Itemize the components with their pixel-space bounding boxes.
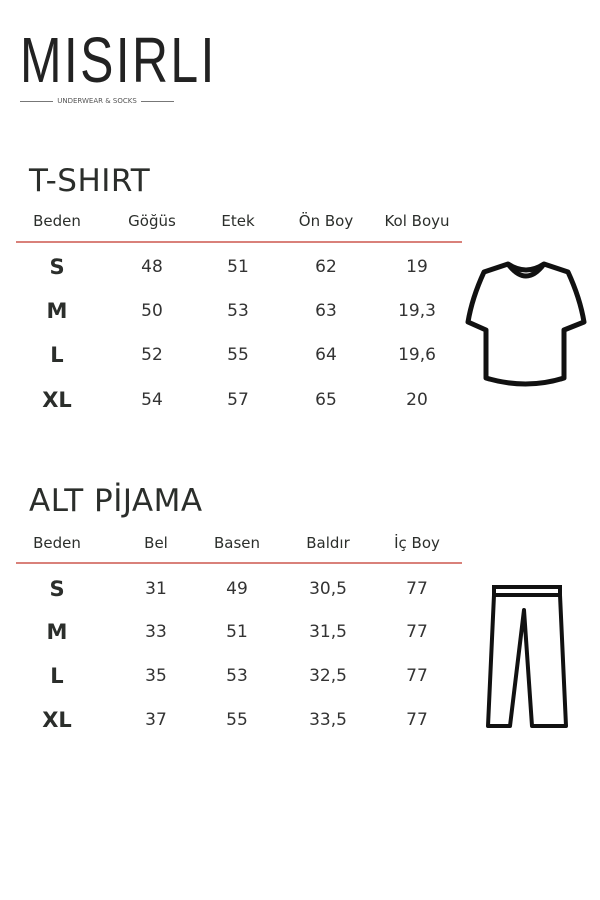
measurement-cell: 53 [227,301,249,321]
size-label: M [46,299,68,323]
size-label: L [50,343,64,367]
measurement-cell: 77 [406,579,428,599]
measurement-cell: 30,5 [309,579,347,599]
column-header: Kol Boyu [384,212,450,230]
measurement-cell: 55 [227,345,249,365]
measurement-cell: 35 [145,666,167,686]
tagline-text: UNDERWEAR & SOCKS [57,97,137,105]
measurement-cell: 77 [406,622,428,642]
column-header: İç Boy [394,534,440,552]
column-header: Baldır [306,534,350,552]
column-header: Beden [33,534,81,552]
measurement-cell: 31,5 [309,622,347,642]
brand-logo: MISIRLI [20,24,217,96]
table-title: ALT PİJAMA [29,483,203,519]
measurement-cell: 51 [226,622,248,642]
measurement-cell: 37 [145,710,167,730]
tshirt-icon [465,261,587,387]
measurement-cell: 54 [141,390,163,410]
measurement-cell: 33,5 [309,710,347,730]
measurement-cell: 19 [406,257,428,277]
measurement-cell: 19,3 [398,301,436,321]
header-divider [16,241,462,243]
measurement-cell: 33 [145,622,167,642]
column-header: Ön Boy [298,212,354,230]
size-label: S [49,255,65,279]
size-label: M [46,620,68,644]
column-header: Etek [221,212,255,230]
measurement-cell: 63 [315,301,337,321]
measurement-cell: 77 [406,666,428,686]
column-header: Basen [213,534,261,552]
measurement-cell: 55 [226,710,248,730]
measurement-cell: 48 [141,257,163,277]
measurement-cell: 49 [226,579,248,599]
table-title: T-SHIRT [29,163,151,199]
header-divider [16,562,462,564]
measurement-cell: 51 [227,257,249,277]
measurement-cell: 57 [227,390,249,410]
measurement-cell: 77 [406,710,428,730]
column-header: Beden [33,212,81,230]
brand-tagline: UNDERWEAR & SOCKS [20,97,175,106]
measurement-cell: 65 [315,390,337,410]
measurement-cell: 50 [141,301,163,321]
measurement-cell: 53 [226,666,248,686]
size-label: XL [42,388,72,412]
measurement-cell: 19,6 [398,345,436,365]
measurement-cell: 32,5 [309,666,347,686]
measurement-cell: 31 [145,579,167,599]
size-label: XL [42,708,72,732]
pants-icon [486,585,568,728]
size-label: S [49,577,65,601]
size-label: L [50,664,64,688]
column-header: Bel [144,534,168,552]
measurement-cell: 64 [315,345,337,365]
column-header: Göğüs [128,212,176,230]
measurement-cell: 62 [315,257,337,277]
measurement-cell: 52 [141,345,163,365]
measurement-cell: 20 [406,390,428,410]
